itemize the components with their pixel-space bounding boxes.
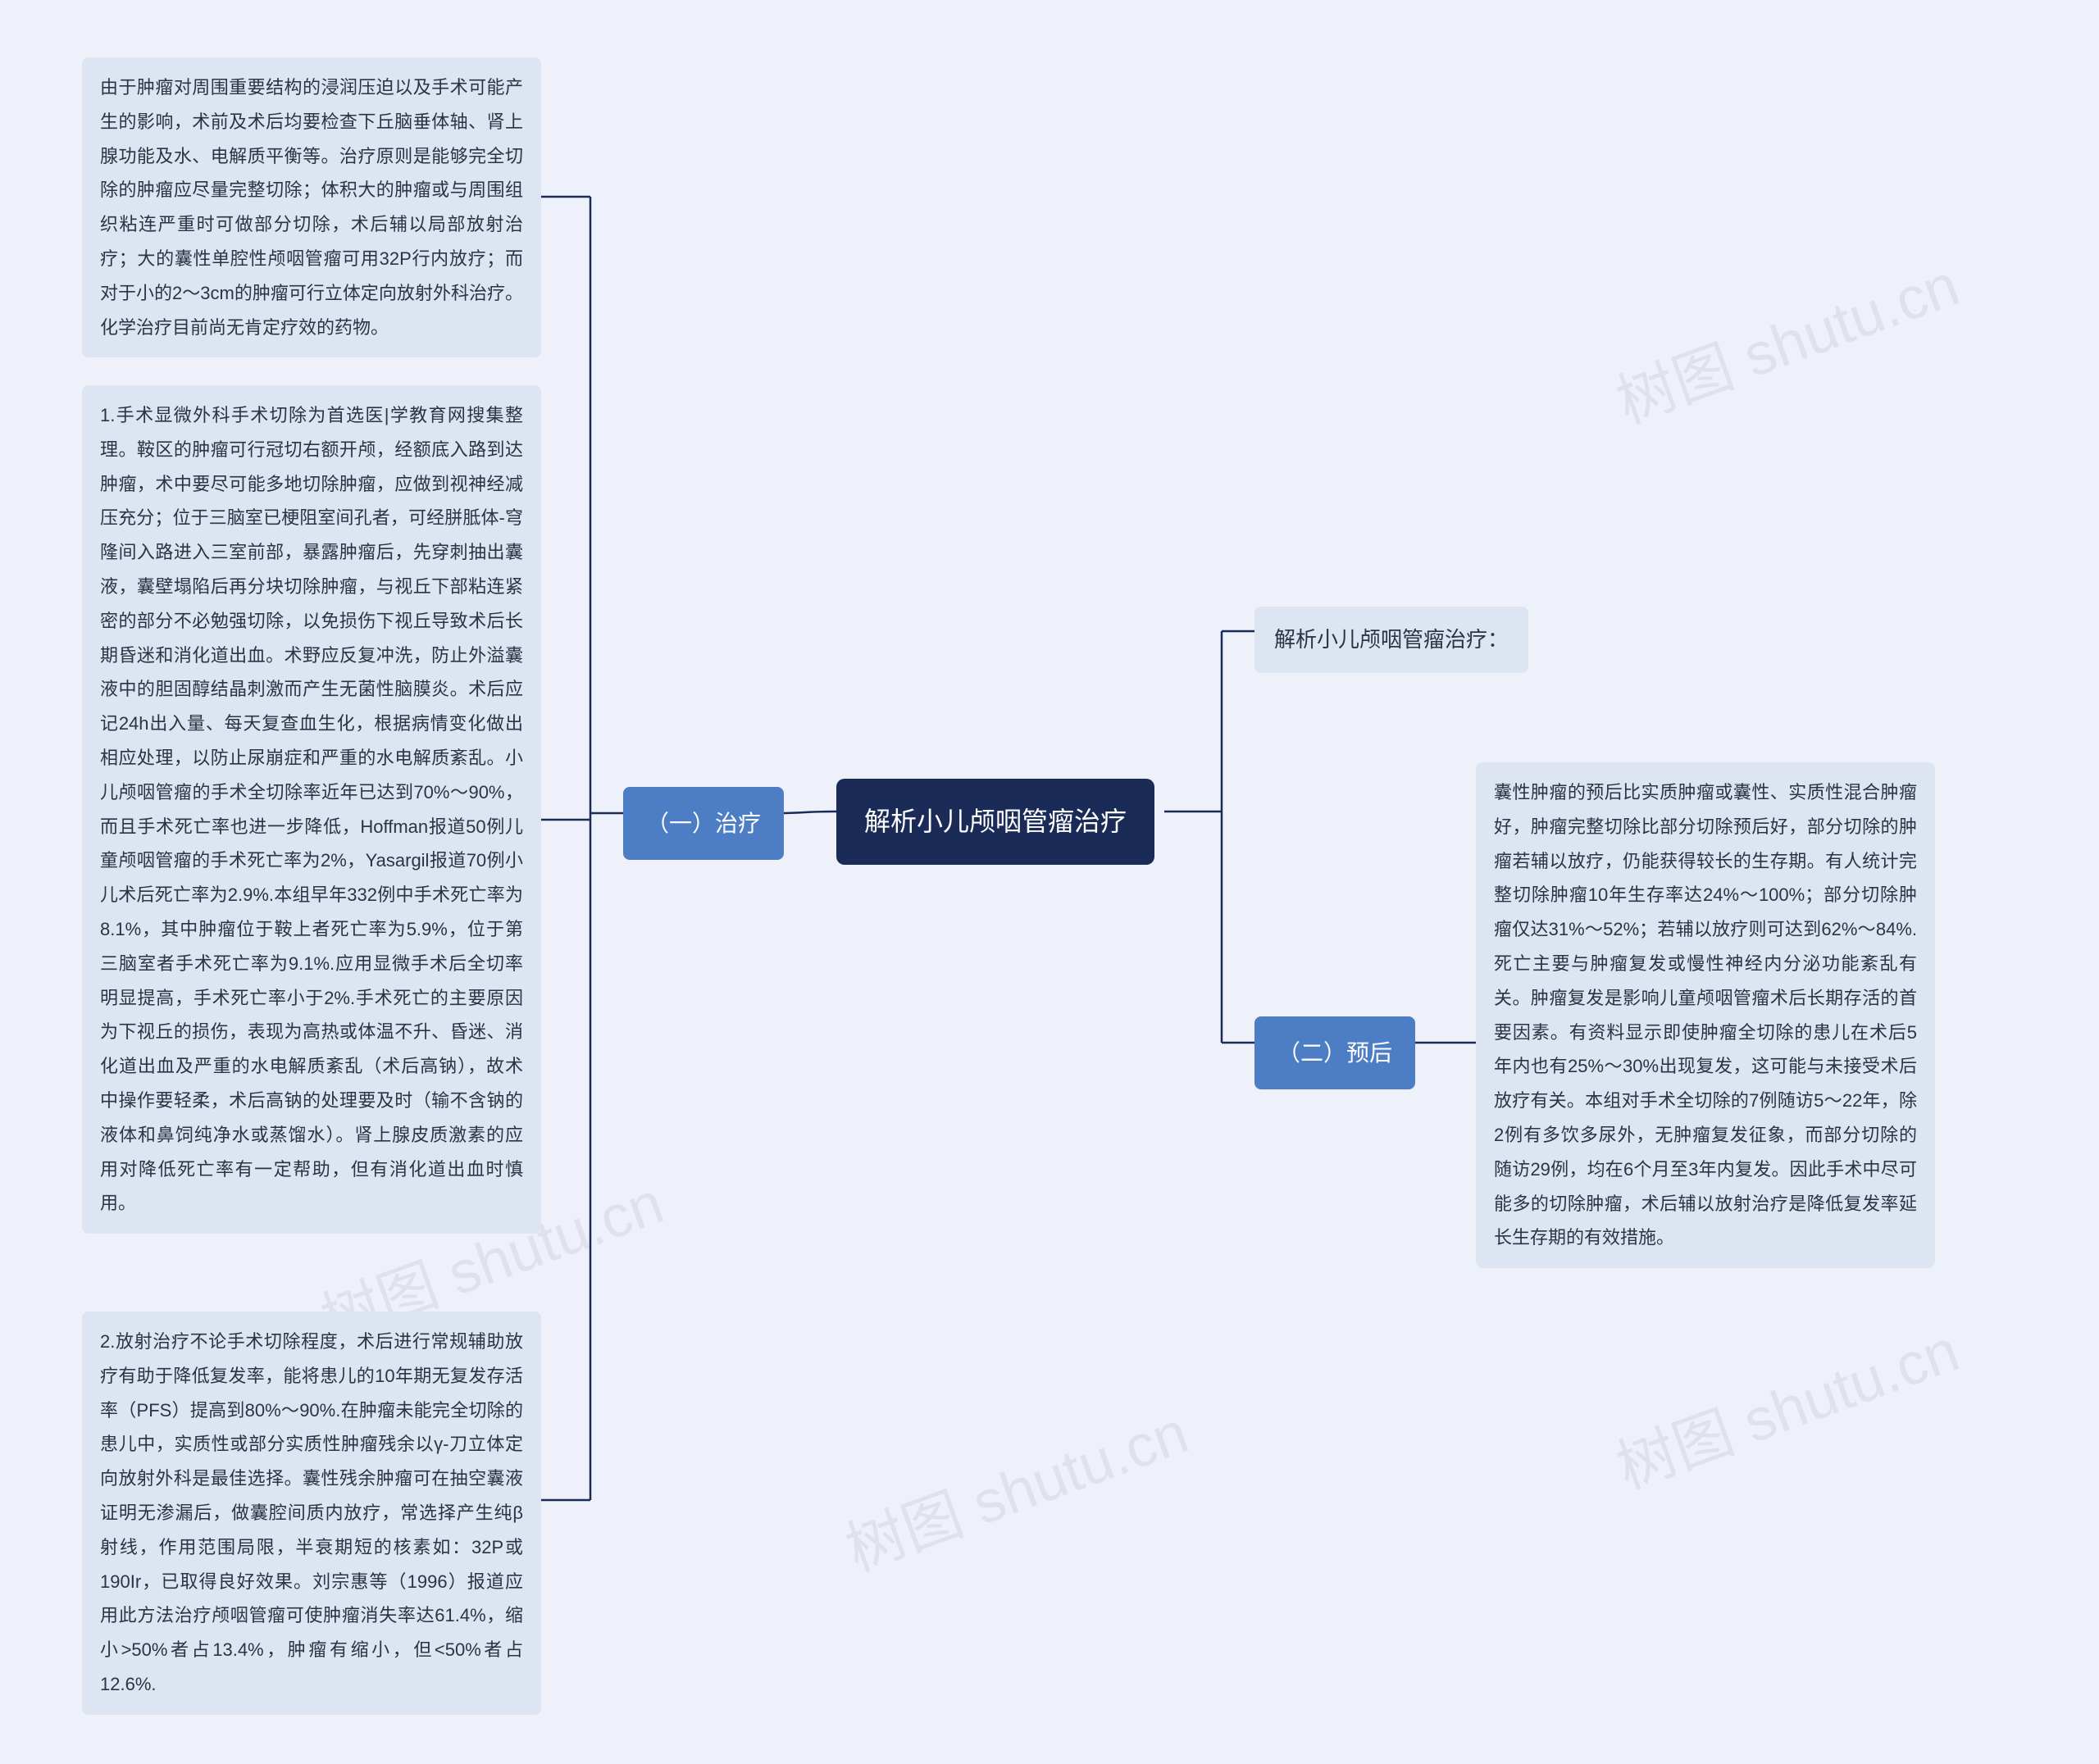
- root-node[interactable]: 解析小儿颅咽管瘤治疗: [836, 779, 1154, 865]
- branch-treatment[interactable]: （一）治疗: [623, 787, 784, 860]
- leaf-prognosis[interactable]: 囊性肿瘤的预后比实质肿瘤或囊性、实质性混合肿瘤好，肿瘤完整切除比部分切除预后好，…: [1476, 762, 1935, 1268]
- watermark: 树图 shutu.cn: [832, 1384, 1198, 1588]
- branch-prognosis[interactable]: （二）预后: [1254, 1016, 1415, 1089]
- mindmap-canvas: 树图 shutu.cn 树图 shutu.cn 树图 shutu.cn 树图 s…: [0, 0, 2099, 1764]
- leaf-surgery[interactable]: 1.手术显微外科手术切除为首选医|学教育网搜集整理。鞍区的肿瘤可行冠切右额开颅，…: [82, 385, 541, 1234]
- leaf-radiotherapy[interactable]: 2.放射治疗不论手术切除程度，术后进行常规辅助放疗有助于降低复发率，能将患儿的1…: [82, 1312, 541, 1715]
- right-title-node[interactable]: 解析小儿颅咽管瘤治疗：: [1254, 607, 1528, 673]
- watermark: 树图 shutu.cn: [1603, 237, 1969, 440]
- leaf-treatment-overview[interactable]: 由于肿瘤对周围重要结构的浸润压迫以及手术可能产生的影响，术前及术后均要检查下丘脑…: [82, 57, 541, 357]
- watermark: 树图 shutu.cn: [1603, 1303, 1969, 1506]
